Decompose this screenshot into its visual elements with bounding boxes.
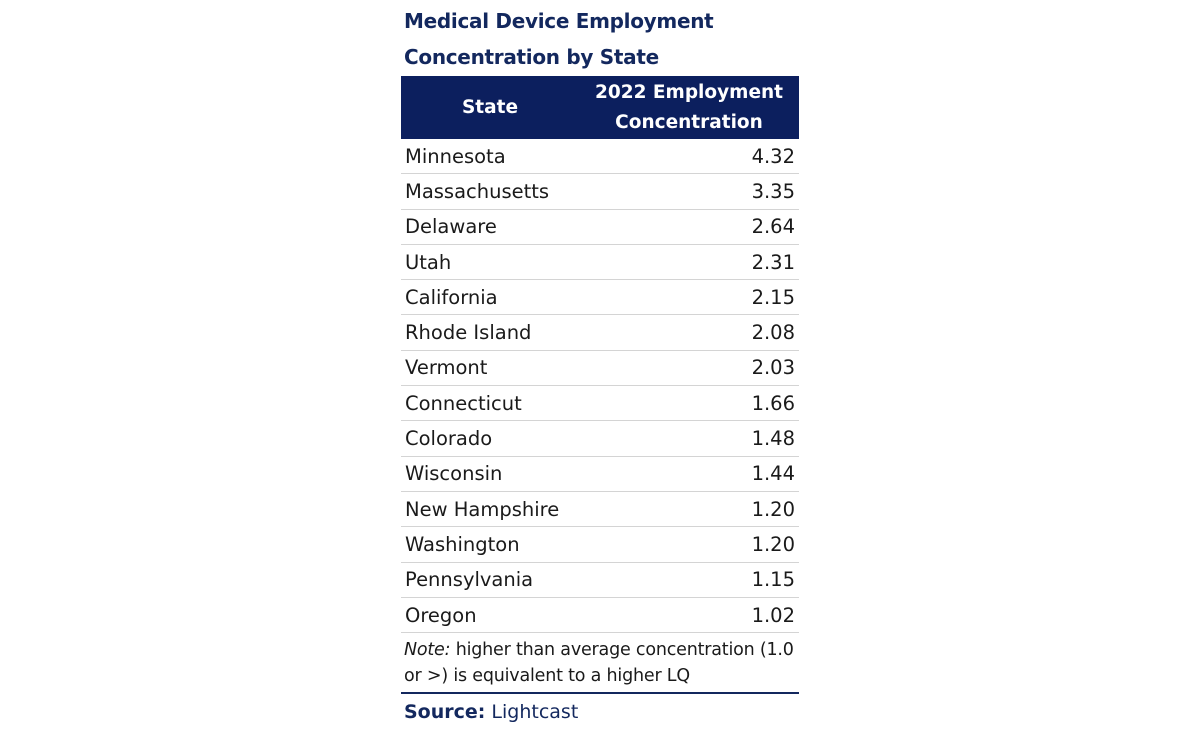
table-header: State 2022 Employment Concentration	[401, 76, 799, 139]
table-body: Minnesota 4.32 Massachusetts 3.35 Delaware 2.…	[401, 139, 799, 634]
state-cell: Delaware	[405, 215, 497, 239]
header-concentration: 2022 Employment Concentration	[579, 76, 799, 139]
header-state: State	[461, 97, 519, 118]
title-line-2: Concentration by State	[404, 45, 659, 69]
value-cell: 1.20	[751, 497, 795, 521]
value-cell: 2.08	[751, 321, 795, 345]
state-cell: Utah	[405, 250, 452, 274]
table-row: Minnesota 4.32	[401, 139, 799, 175]
value-cell: 2.64	[751, 215, 795, 239]
table-row: Vermont 2.03	[401, 351, 799, 387]
value-cell: 4.32	[751, 144, 795, 168]
state-cell: Vermont	[405, 356, 488, 380]
table-row: Washington 1.20	[401, 527, 799, 563]
table-row: New Hampshire 1.20	[401, 492, 799, 528]
state-cell: Massachusetts	[405, 179, 550, 203]
table-note: Note: higher than average concentration …	[401, 633, 799, 695]
value-cell: 2.03	[751, 356, 795, 380]
state-cell: Pennsylvania	[405, 568, 534, 592]
table-row: Colorado 1.48	[401, 421, 799, 457]
table-row: Rhode Island 2.08	[401, 315, 799, 351]
value-cell: 1.15	[751, 568, 795, 592]
state-cell: Oregon	[405, 603, 477, 627]
value-cell: 1.20	[751, 532, 795, 556]
table-row: Connecticut 1.66	[401, 386, 799, 422]
state-cell: Connecticut	[405, 391, 522, 415]
table-source: Source: Lightcast	[401, 694, 799, 730]
value-cell: 2.15	[751, 285, 795, 309]
table-row: Wisconsin 1.44	[401, 457, 799, 492]
value-cell: 3.35	[751, 179, 795, 203]
table-figure: Medical Device Employment Concentration …	[401, 0, 799, 730]
title-line-1: Medical Device Employment	[404, 9, 714, 33]
state-cell: California	[405, 285, 498, 309]
table-row: Pennsylvania 1.15	[401, 563, 799, 598]
state-cell: Washington	[405, 532, 520, 556]
source-text: Lightcast	[485, 701, 579, 724]
value-cell: 1.02	[751, 603, 795, 627]
state-cell: Rhode Island	[405, 321, 532, 345]
value-cell: 1.44	[751, 462, 795, 486]
table-row: Utah 2.31	[401, 245, 799, 281]
note-label: Note:	[404, 640, 451, 661]
state-cell: Colorado	[405, 427, 493, 451]
table-row: Delaware 2.64	[401, 210, 799, 245]
header-concentration-line-2: Concentration	[615, 111, 763, 133]
source-label: Source:	[404, 701, 486, 724]
value-cell: 2.31	[751, 250, 795, 274]
value-cell: 1.66	[751, 391, 795, 415]
table-title: Medical Device Employment Concentration …	[401, 3, 799, 75]
state-cell: New Hampshire	[405, 497, 560, 521]
state-cell: Wisconsin	[405, 462, 503, 486]
state-cell: Minnesota	[405, 144, 506, 168]
header-concentration-line-1: 2022 Employment	[594, 81, 784, 103]
value-cell: 1.48	[751, 427, 795, 451]
table-row: Oregon 1.02	[401, 598, 799, 634]
note-text: higher than average concentration (1.0 o…	[404, 640, 794, 687]
table-row: Massachusetts 3.35	[401, 174, 799, 210]
table-row: California 2.15	[401, 280, 799, 316]
